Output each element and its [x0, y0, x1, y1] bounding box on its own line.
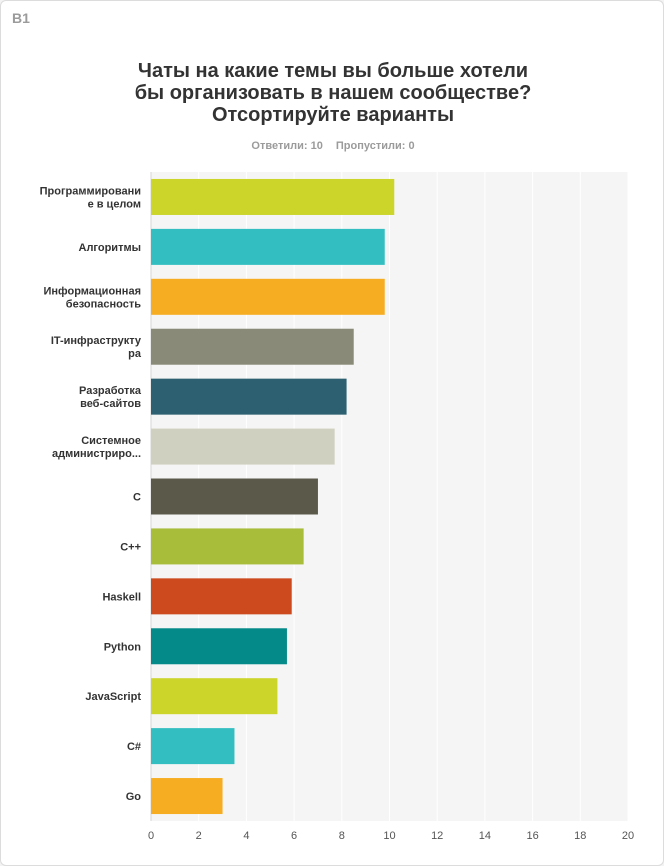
- bar: [151, 578, 292, 615]
- x-tick-label: 16: [526, 830, 538, 842]
- answered-count: Ответили: 10: [251, 140, 323, 152]
- category-label: безопасность: [66, 298, 141, 310]
- bar: [151, 778, 223, 815]
- category-label: администриро...: [52, 448, 141, 460]
- chart-title-line: бы организовать в нашем сообществе?: [134, 82, 532, 104]
- x-tick-label: 6: [291, 830, 297, 842]
- category-label: е в целом: [88, 198, 141, 210]
- x-tick-label: 4: [243, 830, 249, 842]
- category-label: ра: [128, 348, 142, 360]
- chart-title-line: Чаты на какие темы вы больше хотели: [137, 60, 529, 82]
- bar: [151, 378, 347, 415]
- question-id: B1: [12, 10, 30, 26]
- x-tick-label: 0: [148, 830, 154, 842]
- bar: [151, 178, 395, 215]
- bar: [151, 628, 287, 665]
- category-label: C#: [127, 741, 141, 753]
- x-tick-label: 20: [622, 830, 634, 842]
- bar: [151, 228, 385, 265]
- x-tick-label: 10: [383, 830, 395, 842]
- chart-title: Чаты на какие темы вы больше хотели бы о…: [101, 60, 565, 126]
- bar: [151, 328, 354, 365]
- chart-title-line: Отсортируйте варианты: [211, 104, 455, 126]
- bar: [151, 428, 335, 465]
- category-label: C++: [120, 541, 141, 553]
- bar: [151, 278, 385, 315]
- category-label: веб-сайтов: [80, 398, 141, 410]
- category-label: Программировани: [40, 185, 141, 197]
- category-label: Haskell: [102, 591, 141, 603]
- category-label: C: [133, 492, 141, 504]
- x-tick-label: 8: [339, 830, 345, 842]
- response-stats: Ответили: 10 Пропустили: 0: [1, 140, 664, 152]
- category-label: Алгоритмы: [79, 242, 142, 254]
- x-tick-label: 14: [479, 830, 491, 842]
- category-label: Системное: [81, 435, 141, 447]
- x-tick-label: 18: [574, 830, 586, 842]
- category-label: Информационная: [43, 285, 141, 297]
- category-label: IT-инфраструкту: [51, 335, 142, 347]
- category-label: Разработка: [79, 385, 142, 397]
- category-label: Python: [104, 641, 142, 653]
- bar: [151, 528, 304, 565]
- bar: [151, 678, 278, 715]
- category-label: Go: [126, 791, 142, 803]
- category-label: JavaScript: [85, 691, 141, 703]
- skipped-count: Пропустили: 0: [335, 140, 415, 152]
- x-tick-label: 12: [431, 830, 443, 842]
- x-tick-label: 2: [196, 830, 202, 842]
- bar: [151, 478, 318, 515]
- bar: [151, 728, 235, 765]
